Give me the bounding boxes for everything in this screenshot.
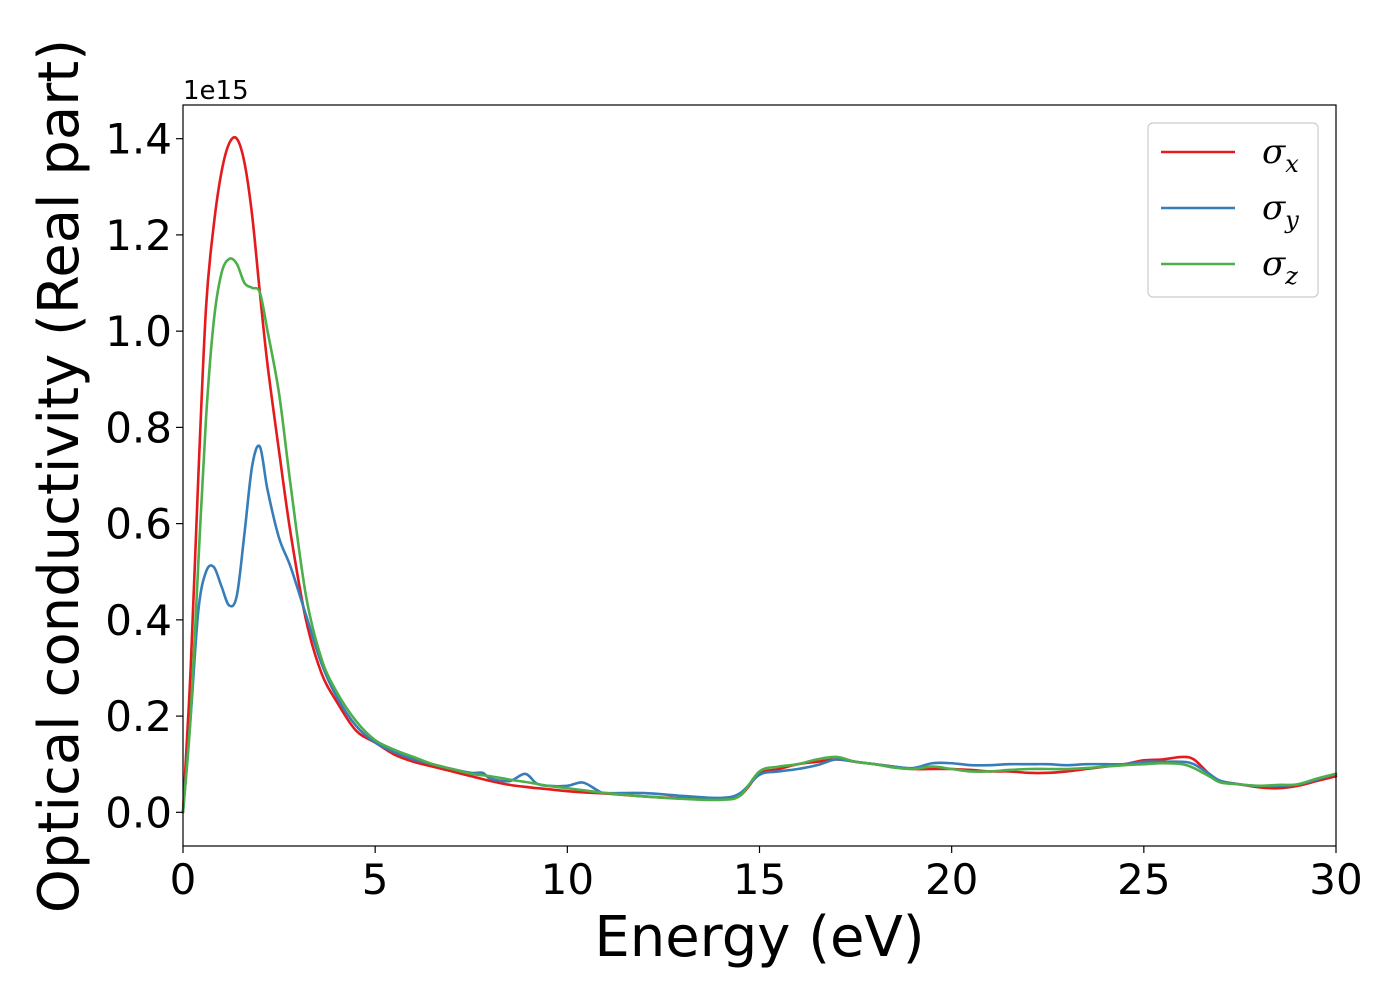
x-axis: 0 5 10 15 20 25 30 [170,846,1363,904]
legend-subscript: x [1285,150,1299,178]
y-tick-label: 0.6 [105,500,172,549]
y-tick-label: 1.2 [105,211,172,260]
series-line-z [181,257,1338,814]
y-tick-label: 0.4 [105,596,172,645]
y-tick-label: 1.0 [105,307,172,356]
y-tick-label: 0.8 [105,403,172,452]
series-layer [181,135,1338,814]
x-tick-label: 5 [362,855,389,904]
y-tick-label: 1.4 [105,115,172,164]
x-tick-label: 20 [925,855,978,904]
series-line-y [181,444,1338,814]
x-tick-label: 0 [170,855,197,904]
legend-subscript: z [1284,262,1298,290]
x-tick-label: 10 [541,855,594,904]
legend-frame [1147,122,1319,298]
y-tick-label: 0.2 [105,692,172,741]
x-axis-label: Energy (eV) [594,905,924,970]
y-axis: 0.0 0.2 0.4 0.6 0.8 1.0 1.2 1.4 [105,115,183,837]
y-axis-label: Optical conductivity (Real part) [27,39,92,913]
x-tick-label: 15 [733,855,786,904]
x-tick-label: 30 [1309,855,1362,904]
y-axis-offset-label: 1e15 [183,76,249,106]
legend-subscript: y [1284,206,1299,234]
y-tick-label: 0.0 [105,788,172,837]
x-tick-label: 25 [1117,855,1170,904]
